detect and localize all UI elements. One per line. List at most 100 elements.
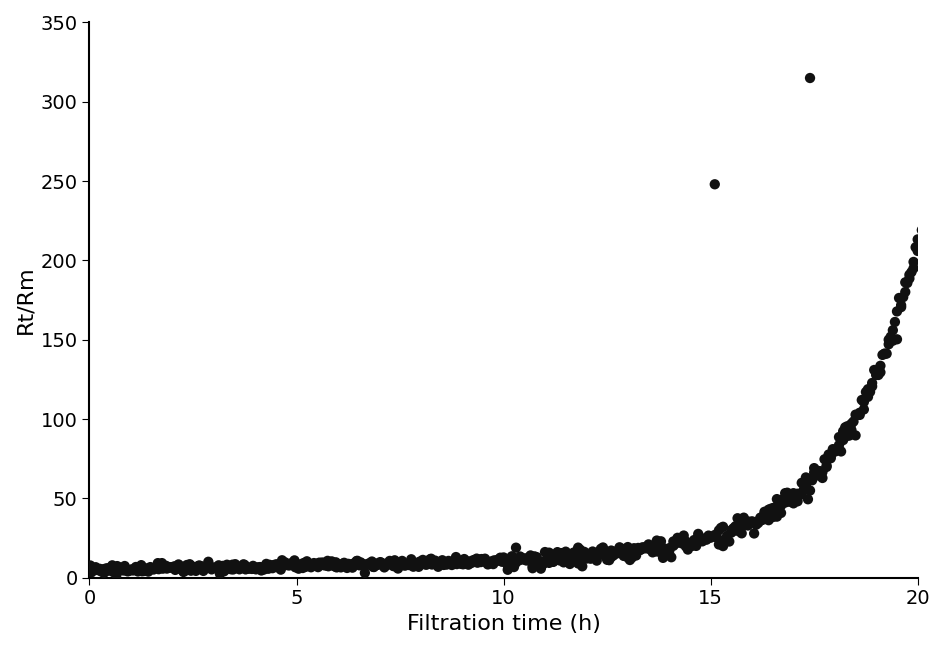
Point bbox=[248, 564, 263, 574]
Point bbox=[634, 542, 649, 552]
Point bbox=[244, 564, 259, 574]
Point bbox=[129, 564, 144, 574]
Point bbox=[897, 277, 912, 288]
Point bbox=[826, 445, 841, 456]
Point bbox=[245, 561, 261, 571]
Point bbox=[368, 560, 383, 570]
Point bbox=[529, 554, 544, 565]
Point bbox=[228, 562, 244, 572]
Point bbox=[93, 566, 109, 576]
Point bbox=[428, 557, 443, 567]
Point bbox=[229, 563, 244, 573]
Point bbox=[366, 562, 381, 572]
Point bbox=[220, 563, 235, 574]
Point bbox=[386, 561, 401, 571]
Point bbox=[441, 556, 456, 566]
Point bbox=[669, 533, 684, 543]
Point bbox=[97, 564, 112, 574]
Point bbox=[579, 554, 594, 564]
Point bbox=[204, 564, 219, 574]
Point bbox=[407, 560, 422, 570]
Point bbox=[318, 560, 333, 570]
Point bbox=[876, 349, 891, 359]
Point bbox=[149, 563, 164, 573]
Point bbox=[783, 493, 798, 504]
Point bbox=[327, 561, 342, 572]
Point bbox=[768, 494, 784, 504]
Point bbox=[499, 565, 514, 575]
Point bbox=[249, 563, 264, 574]
Point bbox=[822, 452, 837, 462]
Point bbox=[699, 533, 714, 544]
Point bbox=[748, 519, 763, 530]
Point bbox=[139, 563, 154, 574]
Point bbox=[384, 560, 399, 570]
Point bbox=[506, 562, 521, 572]
Point bbox=[356, 559, 371, 570]
Point bbox=[358, 559, 373, 570]
Point bbox=[89, 565, 104, 575]
Point bbox=[860, 391, 875, 402]
Point bbox=[903, 267, 919, 277]
Point bbox=[316, 560, 331, 570]
Point bbox=[897, 287, 912, 297]
Point bbox=[448, 559, 464, 569]
Point bbox=[122, 565, 137, 575]
Point bbox=[508, 543, 523, 553]
Point bbox=[851, 408, 867, 418]
Point bbox=[297, 561, 312, 572]
Point bbox=[285, 559, 300, 569]
Point bbox=[655, 553, 670, 563]
Point bbox=[855, 397, 870, 407]
Point bbox=[806, 463, 821, 473]
Point bbox=[302, 559, 317, 570]
Point bbox=[295, 563, 310, 573]
Point bbox=[690, 529, 705, 539]
Point bbox=[562, 557, 577, 567]
Point bbox=[516, 554, 531, 565]
Point bbox=[412, 556, 427, 567]
Point bbox=[645, 547, 660, 557]
Point bbox=[361, 559, 376, 570]
Point bbox=[814, 467, 829, 477]
Point bbox=[461, 559, 476, 570]
Point bbox=[215, 561, 230, 571]
Point bbox=[586, 550, 601, 560]
Point bbox=[504, 551, 519, 561]
Point bbox=[300, 559, 315, 569]
Point bbox=[452, 556, 467, 567]
Point bbox=[336, 557, 351, 568]
Point bbox=[292, 559, 307, 570]
Point bbox=[499, 560, 514, 570]
Point bbox=[91, 565, 106, 575]
Point bbox=[395, 556, 410, 566]
Point bbox=[612, 546, 627, 557]
Point bbox=[154, 558, 169, 569]
Point bbox=[207, 562, 222, 572]
Point bbox=[798, 472, 813, 483]
Point bbox=[484, 556, 499, 567]
Point bbox=[638, 543, 653, 553]
Point bbox=[365, 562, 380, 572]
Point bbox=[510, 555, 525, 565]
Point bbox=[170, 562, 185, 572]
Point bbox=[801, 485, 817, 496]
Point bbox=[626, 543, 641, 554]
Point bbox=[649, 546, 664, 557]
Point bbox=[833, 447, 848, 457]
Point bbox=[315, 557, 330, 568]
Point bbox=[88, 562, 103, 572]
Point bbox=[539, 556, 554, 567]
Point bbox=[739, 517, 754, 527]
Point bbox=[551, 555, 566, 565]
Point bbox=[258, 562, 273, 572]
Point bbox=[597, 549, 612, 559]
Point bbox=[702, 532, 717, 542]
Point bbox=[636, 542, 651, 552]
Point bbox=[146, 563, 161, 574]
Point bbox=[324, 556, 339, 567]
Point bbox=[609, 548, 624, 558]
Point bbox=[763, 504, 778, 514]
Point bbox=[560, 552, 575, 562]
Point bbox=[497, 557, 513, 568]
